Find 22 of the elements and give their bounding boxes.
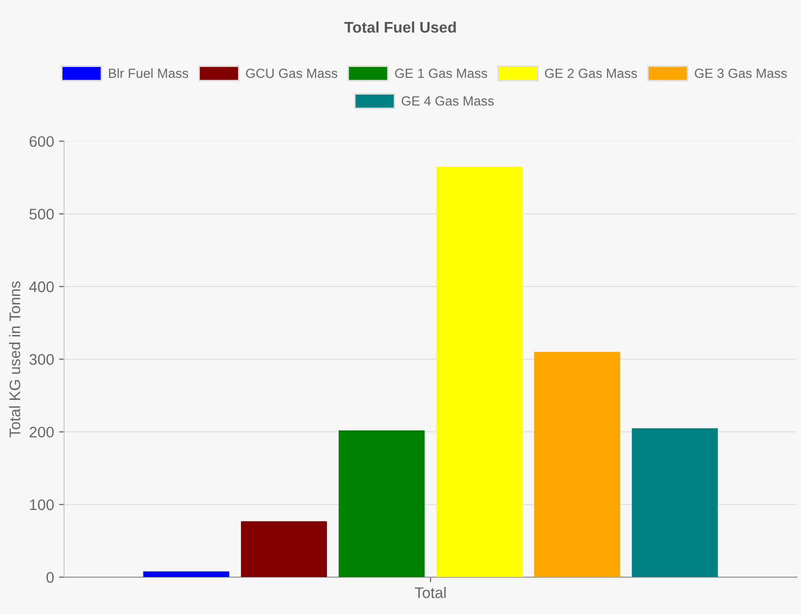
legend-label: GCU Gas Mass bbox=[246, 68, 338, 78]
y-tick-label: 200 bbox=[30, 426, 54, 438]
legend-label: GE 2 Gas Mass bbox=[544, 68, 637, 78]
y-tick-label: 0 bbox=[46, 572, 54, 583]
bar bbox=[436, 166, 522, 578]
y-tick-label: 100 bbox=[30, 499, 54, 510]
bar bbox=[632, 428, 718, 578]
legend-label: Blr Fuel Mass bbox=[109, 68, 188, 78]
y-tick-label: 500 bbox=[29, 208, 54, 220]
legend-label: GE 4 Gas Mass bbox=[402, 96, 494, 106]
y-tick-label: 400 bbox=[29, 281, 54, 292]
bar bbox=[240, 521, 327, 578]
bar bbox=[143, 571, 230, 578]
bar bbox=[338, 430, 425, 578]
chart-title: Total Fuel Used bbox=[344, 21, 456, 33]
legend-label: GE 1 Gas Mass bbox=[395, 68, 488, 78]
bar bbox=[534, 352, 620, 578]
legend-label: GE 3 Gas Mass bbox=[694, 68, 787, 78]
y-axis-title: Total KG used in Tonns bbox=[9, 281, 20, 438]
x-tick-label: Total bbox=[414, 586, 446, 598]
y-tick-label: 300 bbox=[29, 354, 54, 365]
y-tick-label: 600 bbox=[30, 136, 54, 147]
